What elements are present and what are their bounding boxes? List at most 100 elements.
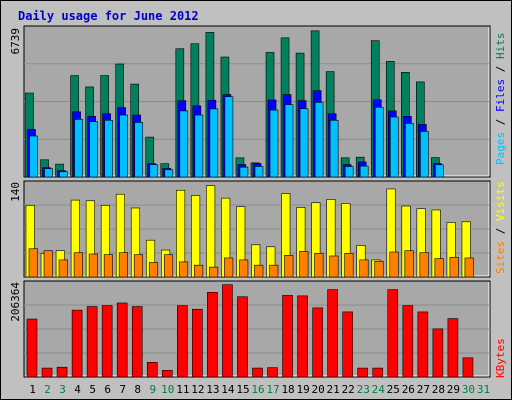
pages-bar xyxy=(359,165,369,178)
kbytes-bar xyxy=(267,367,278,378)
sites-bar xyxy=(389,251,399,278)
pages-bar xyxy=(44,168,53,178)
pages-bar xyxy=(299,108,309,178)
legend-text: Sites / Visits xyxy=(494,181,507,274)
legend-entry: Files xyxy=(494,79,507,112)
pages-bar xyxy=(314,102,324,178)
kbytes-bar xyxy=(41,367,53,378)
kbytes-bar xyxy=(101,305,113,378)
kbytes-bar xyxy=(327,289,338,378)
x-tick-label: 8 xyxy=(134,383,141,396)
x-tick-label: 19 xyxy=(296,383,309,396)
x-tick-label: 29 xyxy=(447,383,460,396)
pages-bar xyxy=(374,106,384,178)
bottom-legend: KBytes xyxy=(494,338,507,378)
kbytes-bar xyxy=(71,309,83,378)
pages-bar xyxy=(134,122,144,178)
pages-bar xyxy=(269,109,279,178)
pages-bar xyxy=(104,119,113,178)
x-tick-label: 22 xyxy=(342,383,355,396)
kbytes-bar xyxy=(177,305,188,378)
sites-bar xyxy=(404,250,414,278)
pages-bar xyxy=(420,131,429,178)
kbytes-bar xyxy=(447,318,459,378)
sites-bar xyxy=(299,251,309,278)
visits-bar xyxy=(206,185,216,278)
middle-legend: Sites / Visits xyxy=(494,181,507,274)
x-tick-label: 16 xyxy=(251,383,264,396)
sites-bar xyxy=(148,262,159,278)
pages-bar xyxy=(239,166,249,178)
kbytes-panel xyxy=(23,280,491,378)
kbytes-bar xyxy=(432,328,444,378)
top-ymax-label: 6739 xyxy=(9,28,22,55)
pages-bar xyxy=(89,121,98,178)
x-tick-label: 1 xyxy=(29,383,36,396)
kbytes-bar xyxy=(372,367,384,378)
x-tick-label: 23 xyxy=(357,383,370,396)
visits-bar xyxy=(191,195,201,278)
legend-entry: Pages xyxy=(494,132,507,165)
sites-bar xyxy=(314,253,324,278)
sites-bar xyxy=(329,255,339,278)
x-tick-label: 14 xyxy=(221,383,235,396)
x-tick-label: 18 xyxy=(281,383,294,396)
sites-bar xyxy=(269,264,279,278)
sites-bar xyxy=(88,253,98,278)
x-tick-label: 6 xyxy=(104,383,111,396)
x-tick-label: 21 xyxy=(327,383,340,396)
kbytes-bar xyxy=(402,305,414,378)
sites-bar xyxy=(209,266,219,278)
pages-bar xyxy=(254,166,264,178)
sites-bar xyxy=(464,257,474,278)
x-axis-labels: 1 2 3 4 5 6 7 8 9 10 11 12 13 14 15 16 17 18 19 20 21 22 23 24 2… xyxy=(29,383,490,396)
legend-text: Pages / Files / Hits xyxy=(494,33,507,166)
kbytes-bar xyxy=(86,306,98,378)
kbytes-bar xyxy=(222,284,233,378)
kbytes-bar xyxy=(252,367,263,378)
sites-bar xyxy=(133,254,144,278)
chart-title: Daily usage for June 2012 xyxy=(18,9,199,23)
x-tick-label: 7 xyxy=(119,383,126,396)
sites-bar xyxy=(449,256,459,278)
sites-bar xyxy=(374,260,384,278)
pages-bar xyxy=(59,171,68,178)
x-tick-label: 12 xyxy=(191,383,204,396)
x-tick-label: 15 xyxy=(236,383,249,396)
pages-bar xyxy=(164,169,174,178)
pages-bar xyxy=(194,114,204,178)
pages-bar xyxy=(405,123,414,178)
pages-bar xyxy=(389,116,399,178)
legend-entry: Visits xyxy=(494,181,507,221)
sites-bar xyxy=(434,258,444,278)
middle-ymax-label: 140 xyxy=(9,182,22,202)
sites-bar xyxy=(43,250,53,278)
legend-entry: Hits xyxy=(494,33,507,60)
x-tick-label: 26 xyxy=(402,383,415,396)
kbytes-bar xyxy=(116,302,128,378)
kbytes-bar xyxy=(56,366,68,378)
x-tick-label: 13 xyxy=(206,383,219,396)
sites-bar xyxy=(28,248,38,278)
kbytes-bar xyxy=(131,306,143,378)
pages-bar xyxy=(179,110,189,178)
bottom-ymax-label: 206364 xyxy=(9,282,22,322)
pages-bar xyxy=(149,164,159,178)
x-tick-label: 4 xyxy=(74,383,81,396)
pages-bar xyxy=(119,114,128,178)
sites-bar xyxy=(359,259,369,278)
x-tick-label: 30 xyxy=(462,383,475,396)
pages-bar xyxy=(329,119,339,178)
sites-bar xyxy=(224,257,234,278)
kbytes-bar xyxy=(161,370,173,378)
visits-sites-panel xyxy=(23,180,491,278)
kbytes-bar xyxy=(462,357,474,378)
x-tick-label: 20 xyxy=(312,383,325,396)
x-tick-label: 28 xyxy=(432,383,445,396)
top-legend: Pages / Files / Hits xyxy=(494,33,507,166)
x-tick-label: 27 xyxy=(417,383,430,396)
kbytes-bar xyxy=(26,318,38,378)
legend-entry: KBytes xyxy=(494,338,507,378)
sites-bar xyxy=(118,252,128,278)
